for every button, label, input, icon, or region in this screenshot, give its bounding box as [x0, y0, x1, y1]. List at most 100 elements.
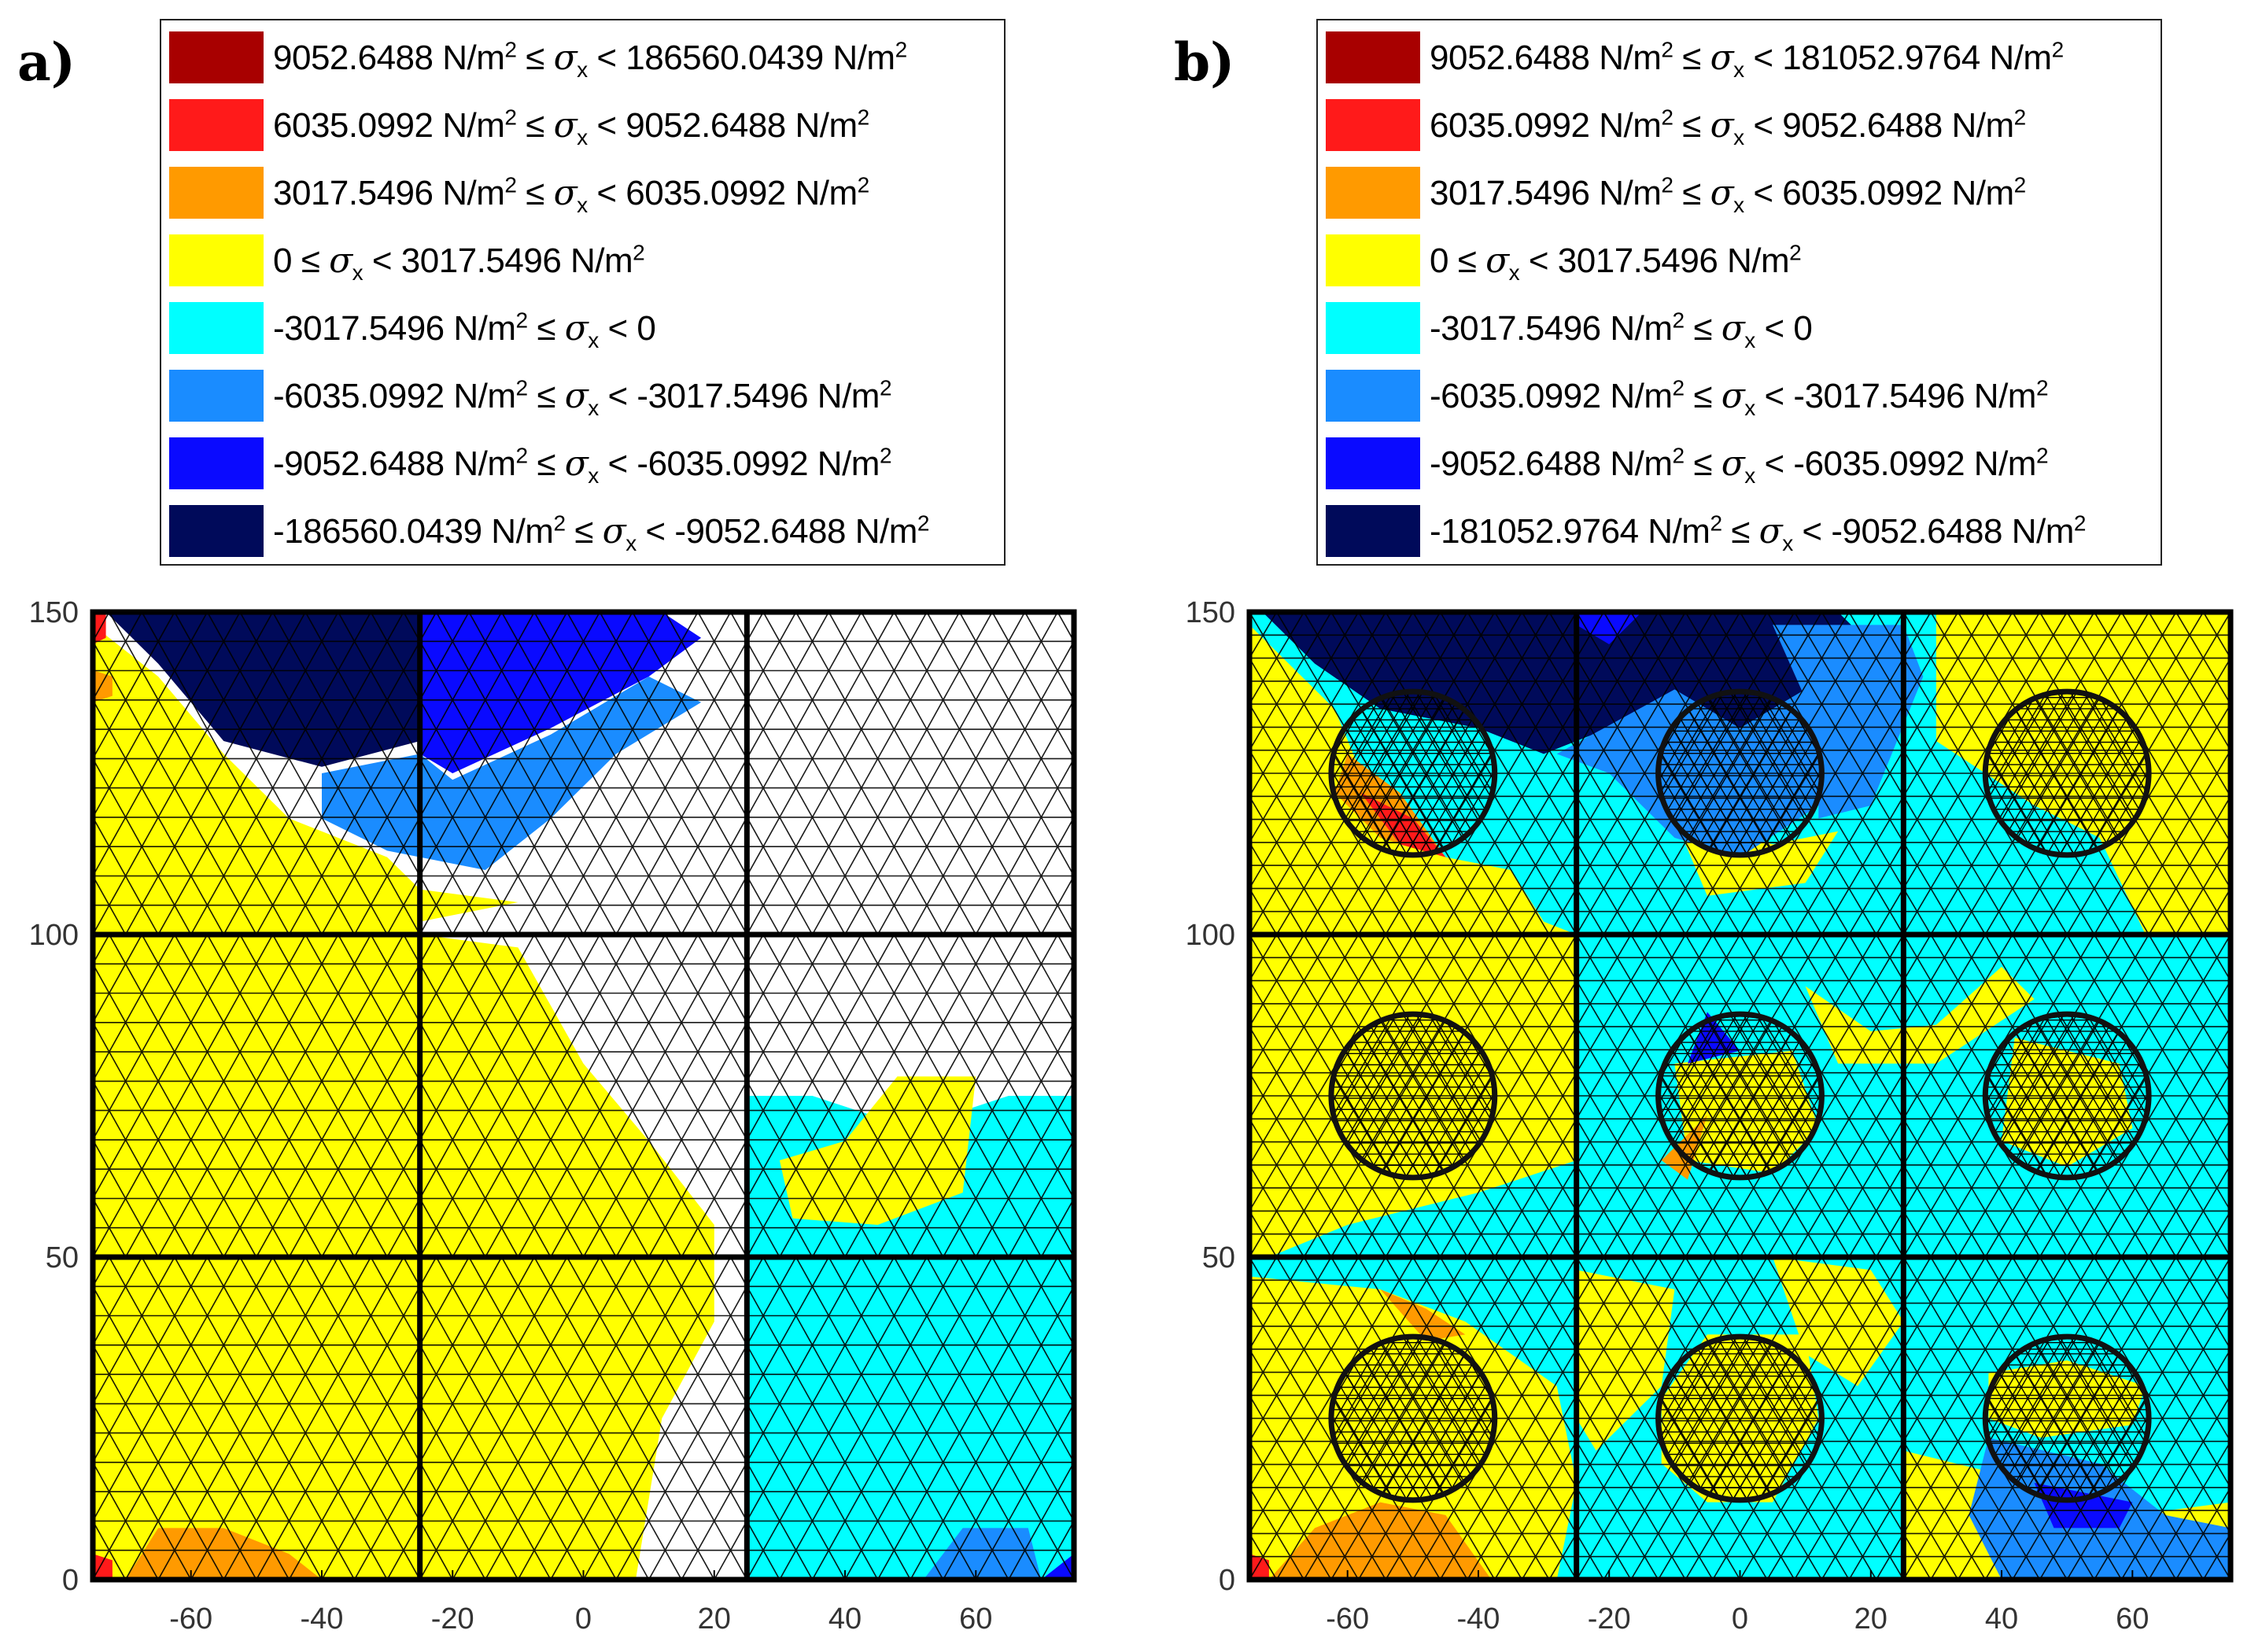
legend-value: 0	[1430, 242, 1448, 280]
unit-exponent: 2	[515, 375, 529, 400]
y-tick-label: 150	[1186, 596, 1235, 629]
unit-exponent: 2	[504, 172, 517, 197]
stress-region-midblue	[322, 677, 702, 870]
y-tick-label: 50	[46, 1241, 79, 1274]
unit-exponent: 2	[1672, 443, 1685, 468]
lt-symbol: <	[1744, 39, 1783, 77]
legend-swatch	[1326, 370, 1420, 422]
lt-symbol: <	[1755, 444, 1794, 483]
x-tick-label: 20	[1854, 1602, 1888, 1635]
unit-exponent: 2	[633, 240, 645, 265]
legend-value: 0	[1793, 309, 1813, 348]
legend-swatch	[169, 302, 264, 354]
x-tick-label: -60	[169, 1602, 212, 1635]
legend-swatch	[169, 234, 264, 286]
unit-exponent: 2	[2013, 105, 2027, 130]
legend-value: 3017.5496 N/m	[400, 242, 633, 280]
mesh-lines	[93, 612, 1074, 1580]
inclusion-circle	[1982, 688, 2152, 858]
unit-exponent: 2	[1661, 105, 1673, 130]
plot-body	[1249, 612, 2231, 1580]
sigma-symbol: σ	[1758, 511, 1783, 551]
unit-exponent: 2	[1789, 240, 1802, 265]
legend-swatch	[169, 31, 264, 83]
sigma-symbol: σ	[1485, 241, 1509, 281]
y-tick-label: 150	[29, 596, 79, 629]
sigma-symbol: σ	[1721, 376, 1745, 416]
unit-exponent: 2	[504, 37, 517, 62]
lt-symbol: <	[363, 242, 401, 280]
legend-value: 9052.6488 N/m	[273, 39, 505, 77]
lt-symbol: <	[598, 377, 637, 415]
x-tick-label: 60	[959, 1602, 992, 1635]
sigma-subscript: x	[1733, 193, 1744, 217]
mesh-cell	[747, 612, 1074, 935]
le-symbol: ≤	[527, 377, 565, 415]
legend-entry: 0 ≤ σx < 3017.5496 N/m2	[1326, 230, 2152, 288]
le-symbol: ≤	[527, 309, 565, 348]
legend-label: 3017.5496 N/m2 ≤ σx < 6035.0992 N/m2	[1430, 172, 2026, 216]
legend-entry: -3017.5496 N/m2 ≤ σx < 0	[1326, 297, 2152, 356]
sigma-subscript: x	[1733, 57, 1744, 82]
legend-a: 9052.6488 N/m2 ≤ σx < 186560.0439 N/m2 60…	[160, 19, 1006, 566]
sigma-symbol: σ	[564, 376, 589, 416]
legend-value: 3017.5496 N/m	[1430, 174, 1662, 212]
stress-region-midblue	[923, 1528, 1042, 1580]
stress-region-navy	[1262, 612, 1707, 754]
inclusion-circle	[1655, 1011, 1825, 1181]
x-tick-label: -20	[1588, 1602, 1631, 1635]
sigma-subscript: x	[588, 463, 599, 488]
legend-swatch	[1326, 302, 1420, 354]
sigma-subscript: x	[577, 125, 588, 149]
x-tick-label: 0	[575, 1602, 592, 1635]
legend-value: 3017.5496 N/m	[1557, 242, 1790, 280]
mesh-cell	[747, 1257, 1074, 1580]
legend-swatch	[1326, 437, 1420, 489]
sigma-subscript: x	[1782, 531, 1793, 555]
sigma-subscript: x	[1733, 125, 1744, 149]
legend-value: -3017.5496 N/m	[273, 309, 516, 348]
legend-swatch	[1326, 167, 1420, 219]
sigma-symbol: σ	[553, 105, 578, 146]
stress-region-red	[93, 1554, 113, 1580]
legend-entry: 9052.6488 N/m2 ≤ σx < 181052.9764 N/m2	[1326, 27, 2152, 85]
legend-value: -6035.0992 N/m	[637, 444, 880, 483]
legend-value: -186560.0439 N/m	[273, 512, 554, 551]
x-tick-label: -20	[431, 1602, 474, 1635]
mesh-cell	[747, 935, 1074, 1257]
stress-region-yellow	[1249, 935, 1577, 1193]
unit-exponent: 2	[1672, 375, 1685, 400]
sigma-subscript: x	[1744, 396, 1755, 420]
unit-exponent: 2	[1661, 172, 1673, 197]
sigma-subscript: x	[577, 193, 588, 217]
stress-region-yellow	[779, 1076, 976, 1225]
x-tick-label: -40	[1457, 1602, 1500, 1635]
legend-entry: -6035.0992 N/m2 ≤ σx < -3017.5496 N/m2	[169, 365, 995, 423]
lt-symbol: <	[587, 174, 626, 212]
legend-label: 6035.0992 N/m2 ≤ σx < 9052.6488 N/m2	[1430, 105, 2027, 149]
legend-label: -6035.0992 N/m2 ≤ σx < -3017.5496 N/m2	[1430, 375, 2049, 419]
legend-value: 181052.9764 N/m	[1782, 39, 2052, 77]
legend-label: -3017.5496 N/m2 ≤ σx < 0	[1430, 308, 1813, 352]
legend-entry: -181052.9764 N/m2 ≤ σx < -9052.6488 N/m2	[1326, 500, 2152, 559]
le-symbol: ≤	[527, 444, 565, 483]
x-tick-label: -40	[301, 1602, 344, 1635]
stress-region-blue	[1041, 1554, 1074, 1580]
lt-symbol: <	[1792, 512, 1832, 551]
legend-value: 6035.0992 N/m	[1782, 174, 2014, 212]
lt-symbol: <	[598, 444, 637, 483]
legend-entry: 3017.5496 N/m2 ≤ σx < 6035.0992 N/m2	[1326, 162, 2152, 220]
unit-exponent: 2	[857, 105, 870, 130]
legend-swatch	[169, 437, 264, 489]
stress-region-blue	[419, 612, 702, 773]
legend-value: -9052.6488 N/m	[273, 444, 516, 483]
le-symbol: ≤	[1673, 39, 1710, 77]
stress-plots: -60 -40 -20 0 20 40 60 0 50 100 150 -60 -40 -20 0 20 40 6…	[29, 596, 2234, 1635]
stress-region-yellow	[1249, 1276, 1577, 1580]
unit-exponent: 2	[1672, 308, 1685, 333]
unit-exponent: 2	[857, 172, 870, 197]
legend-swatch	[169, 99, 264, 151]
sigma-symbol: σ	[553, 38, 578, 78]
unit-exponent: 2	[879, 375, 892, 400]
sigma-symbol: σ	[1721, 308, 1745, 348]
